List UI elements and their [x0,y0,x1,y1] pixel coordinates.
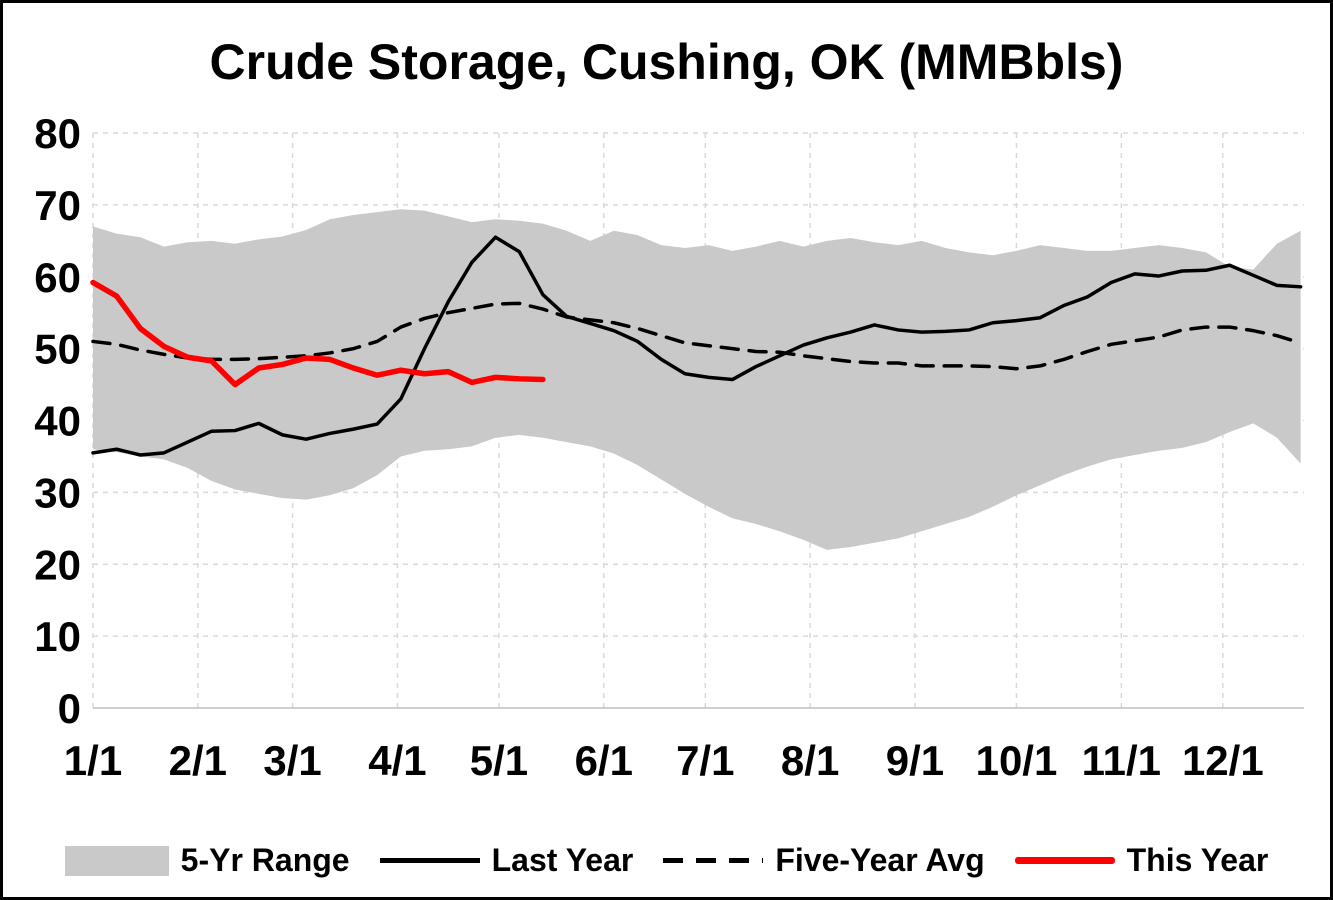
svg-text:8/1: 8/1 [781,737,839,784]
svg-text:10/1: 10/1 [976,737,1058,784]
svg-text:9/1: 9/1 [886,737,944,784]
svg-text:80: 80 [34,110,81,157]
legend-label-five-year-avg: Five-Year Avg [775,842,985,878]
svg-text:60: 60 [34,254,81,301]
this-year-swatch-icon [1014,857,1115,864]
five-year-avg-swatch-icon [663,858,764,863]
legend-label-this-year: This Year [1126,842,1269,878]
svg-text:70: 70 [34,182,81,229]
svg-text:50: 50 [34,326,81,373]
svg-text:20: 20 [34,541,81,588]
svg-text:10: 10 [34,613,81,660]
svg-text:6/1: 6/1 [575,737,633,784]
svg-text:40: 40 [34,398,81,445]
legend-label-range: 5-Yr Range [180,842,350,878]
svg-text:30: 30 [34,469,81,516]
svg-text:12/1: 12/1 [1182,737,1264,784]
svg-text:2/1: 2/1 [169,737,227,784]
legend-label-last-year: Last Year [491,842,634,878]
svg-text:11/1: 11/1 [1082,737,1161,784]
chart-title: Crude Storage, Cushing, OK (MMBbls) [209,34,1124,90]
svg-text:1/1: 1/1 [64,737,122,784]
svg-text:0: 0 [58,685,81,732]
plot-svg: 0 10 20 30 40 50 60 70 80 1/1 2/1 3/1 4/1 5/1 6/1 7/1 8/… [34,110,1304,784]
chart-legend: 5-Yr Range Last Year Five-Year Avg This … [3,842,1330,879]
svg-text:5/1: 5/1 [470,737,528,784]
svg-text:3/1: 3/1 [263,737,321,784]
last-year-swatch-icon [379,858,480,863]
legend-item-this-year: This Year [1014,842,1269,879]
svg-text:4/1: 4/1 [368,737,426,784]
range-swatch-icon [64,845,169,876]
legend-item-five-year-avg: Five-Year Avg [663,842,985,879]
legend-item-last-year: Last Year [379,842,634,879]
legend-item-range: 5-Yr Range [64,842,350,879]
svg-text:7/1: 7/1 [676,737,734,784]
